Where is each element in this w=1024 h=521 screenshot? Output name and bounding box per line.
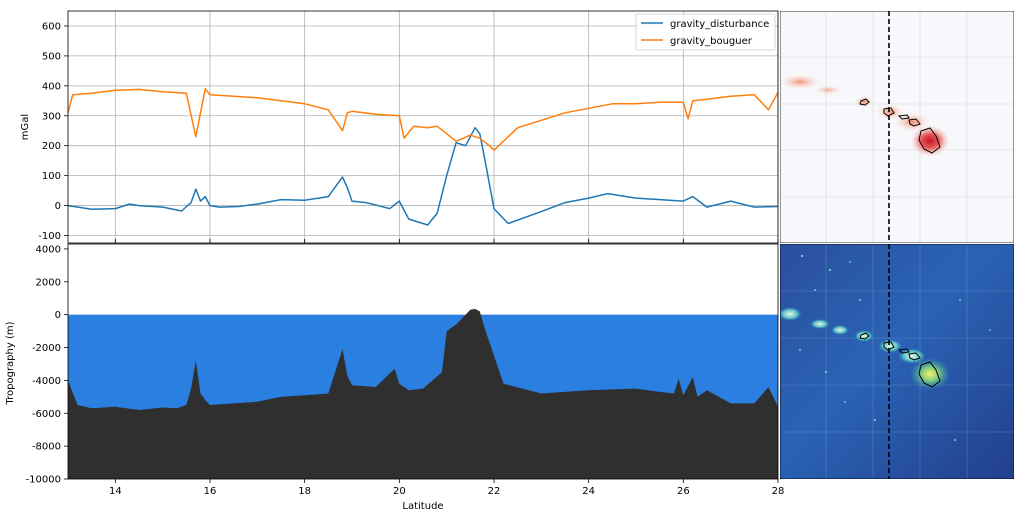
topography-y-ticks: -10000 -8000 -6000 -4000 -2000 0 2000 4000 xyxy=(26,244,68,486)
topography-y-tick-label-4: -2000 xyxy=(32,343,61,354)
topography-y-tick-label-2: -6000 xyxy=(32,409,61,420)
gravity-series xyxy=(68,88,778,226)
gravity-map-grid xyxy=(780,11,1014,243)
topography-y-tick-label-3: -4000 xyxy=(32,376,61,387)
x-tick-label-2: 18 xyxy=(298,486,311,497)
gravity-y-axis-label: mGal xyxy=(20,114,31,140)
legend: gravity_disturbance gravity_bouguer xyxy=(635,13,776,51)
gravity-y-tick-label-1: 0 xyxy=(55,201,61,212)
topography-map-grid xyxy=(780,244,1014,479)
topography-panel: -10000 -8000 -6000 -4000 -2000 0 2000 4000 14 16… xyxy=(5,239,784,512)
gravity-anomaly-kauai xyxy=(854,96,874,108)
topography-axes-frame xyxy=(67,243,779,480)
topography-x-ticks: 14 16 18 20 22 24 26 28 xyxy=(109,239,784,497)
gravity-y-tick-label-4: 300 xyxy=(42,111,61,122)
x-tick-label-1: 16 xyxy=(204,486,217,497)
x-tick-label-3: 20 xyxy=(393,486,406,497)
topography-area xyxy=(68,308,778,479)
gravity-y-tick-label-0: -100 xyxy=(38,231,61,242)
gravity-panel: -100 0 100 200 300 400 500 600 mGal gravity_dis… xyxy=(20,10,779,244)
gravity-axes-frame xyxy=(67,10,779,244)
topography-y-tick-label-6: 2000 xyxy=(36,277,61,288)
gravity-grid xyxy=(68,11,779,243)
gravity-anomaly-oahu xyxy=(876,104,904,120)
gravity-y-tick-label-6: 500 xyxy=(42,51,61,62)
gravity-anomaly-west xyxy=(780,74,822,90)
x-tick-label-6: 26 xyxy=(677,486,690,497)
series-line-gravity-disturbance xyxy=(68,126,778,226)
legend-box xyxy=(635,13,776,51)
topography-y-tick-label-7: 4000 xyxy=(36,244,61,255)
x-tick-label-7: 28 xyxy=(772,486,785,497)
x-tick-label-5: 24 xyxy=(582,486,595,497)
series-line-gravity-bouguer xyxy=(68,88,778,151)
gravity-map xyxy=(780,11,1014,243)
topography-y-axis-label: Tropography (m) xyxy=(5,321,16,405)
topography-series xyxy=(68,308,778,479)
gravity-y-tick-label-3: 200 xyxy=(42,141,61,152)
topography-map-background xyxy=(780,244,1014,479)
legend-label-gravity-disturbance: gravity_disturbance xyxy=(670,19,769,30)
x-axis-label: Latitude xyxy=(402,501,443,512)
topography-map-seamounts xyxy=(780,254,991,442)
topography-map xyxy=(780,244,1014,479)
gravity-y-tick-label-2: 100 xyxy=(42,171,61,182)
x-tick-label-0: 14 xyxy=(109,486,122,497)
gravity-y-ticks: -100 0 100 200 300 400 500 600 xyxy=(38,21,68,242)
gravity-map-coastlines xyxy=(859,98,941,154)
x-tick-label-4: 22 xyxy=(488,486,501,497)
gravity-anomaly-hawaii xyxy=(910,125,950,157)
gravity-y-tick-label-5: 400 xyxy=(42,81,61,92)
topography-y-tick-label-5: 0 xyxy=(55,310,61,321)
topography-y-tick-label-0: -10000 xyxy=(26,475,61,486)
topography-map-coastlines xyxy=(859,332,941,388)
gravity-y-tick-label-7: 600 xyxy=(42,21,61,32)
topography-y-tick-label-1: -8000 xyxy=(32,442,61,453)
legend-label-gravity-bouguer: gravity_bouguer xyxy=(670,36,753,47)
gravity-anomaly-northwest xyxy=(814,85,842,95)
